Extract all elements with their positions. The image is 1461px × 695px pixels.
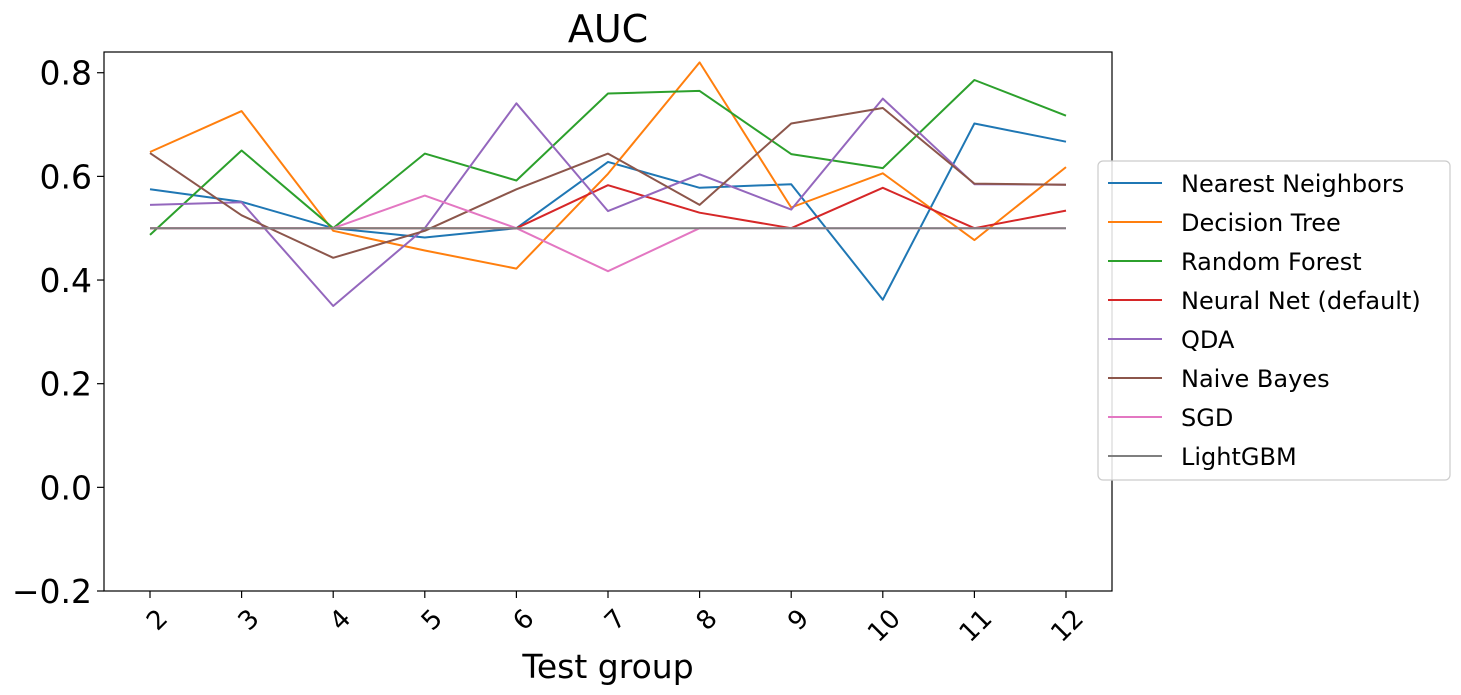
- series-line-qda: [149, 97, 1067, 307]
- legend-box: [1097, 160, 1451, 481]
- y-tick-label: −0.2: [12, 572, 92, 611]
- series-line-naive-bayes: [149, 107, 1067, 259]
- legend-label-sgd: SGD: [1181, 404, 1233, 432]
- y-tick-label: 0.6: [40, 157, 92, 196]
- plot-area-frame: [103, 51, 1113, 592]
- x-tick-label: 2: [141, 604, 174, 637]
- series-line-decision-tree: [149, 61, 1067, 270]
- legend-label-naive-bayes: Naive Bayes: [1181, 365, 1330, 393]
- x-tick-label: 8: [691, 604, 724, 637]
- x-tick-label: 5: [416, 604, 449, 637]
- legend-label-lightgbm: LightGBM: [1181, 443, 1297, 471]
- series-layer: [149, 61, 1067, 307]
- series-line-random-forest: [149, 79, 1067, 236]
- x-axis-label: Test group: [521, 647, 693, 686]
- x-tick-label: 7: [599, 604, 632, 637]
- y-tick-label: 0.0: [40, 468, 92, 507]
- x-tick-label: 11: [954, 604, 999, 649]
- x-tick-label: 4: [324, 604, 357, 637]
- x-tick-label: 3: [233, 604, 266, 637]
- x-tick-label: 9: [782, 604, 815, 637]
- legend-label-nearest-neighbors: Nearest Neighbors: [1181, 170, 1404, 198]
- y-tick-label: 0.4: [40, 261, 92, 300]
- x-tick-label: 6: [507, 604, 540, 637]
- legend: Nearest Neighbors Decision Tree Random For…: [1097, 160, 1451, 481]
- legend-label-neural-net-default: Neural Net (default): [1181, 287, 1421, 315]
- legend-label-random-forest: Random Forest: [1181, 248, 1362, 276]
- y-tick-label: 0.2: [40, 365, 92, 404]
- chart-title: AUC: [568, 7, 648, 51]
- x-tick-label: 10: [862, 604, 907, 649]
- x-tick-label: 12: [1045, 604, 1090, 649]
- legend-label-qda: QDA: [1181, 326, 1235, 354]
- series-line-nearest-neighbors: [149, 122, 1067, 301]
- x-axis: 2 3 4 5 6 7 8 9 10 11 12: [141, 591, 1090, 648]
- y-axis: −0.2 0.0 0.2 0.4 0.6 0.8: [12, 54, 104, 611]
- y-tick-label: 0.8: [40, 54, 92, 93]
- legend-label-decision-tree: Decision Tree: [1181, 209, 1341, 237]
